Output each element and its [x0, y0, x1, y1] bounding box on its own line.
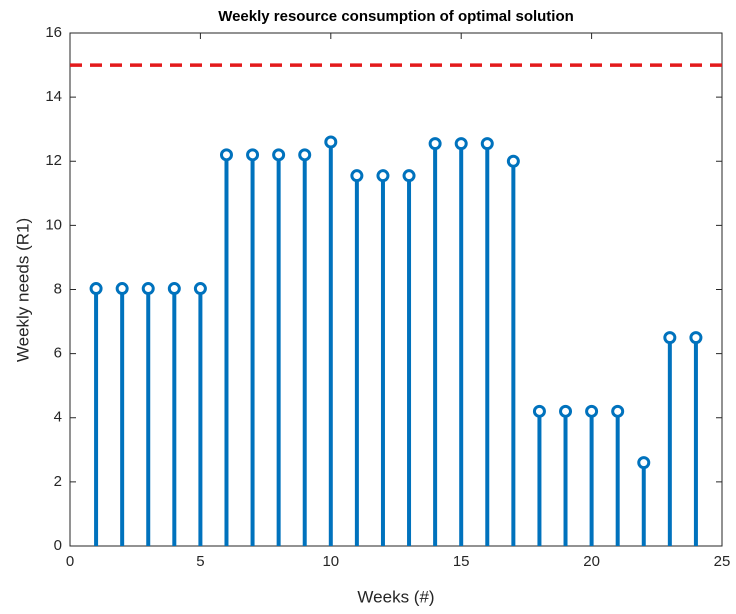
stem-marker — [141, 282, 155, 296]
stem-marker — [611, 404, 625, 418]
y-tick-label: 6 — [54, 345, 62, 362]
chart-title: Weekly resource consumption of optimal s… — [218, 8, 574, 25]
stem-marker — [506, 154, 520, 168]
stem-marker — [663, 331, 677, 345]
stem-marker — [559, 404, 573, 418]
stem-marker — [324, 135, 338, 149]
x-tick-label: 25 — [714, 553, 731, 570]
plot-area — [69, 32, 723, 547]
y-tick-label: 8 — [54, 280, 62, 297]
stem-marker — [376, 169, 390, 183]
y-tick-label: 14 — [45, 88, 62, 105]
y-tick-label: 16 — [45, 24, 62, 41]
stem-marker — [428, 137, 442, 151]
x-tick-label: 10 — [322, 553, 339, 570]
stem-marker — [637, 456, 651, 470]
stem-marker — [89, 282, 103, 296]
stem-marker — [350, 169, 364, 183]
stem-marker — [167, 282, 181, 296]
x-axis-label: Weeks (#) — [357, 587, 434, 606]
stem-marker — [585, 404, 599, 418]
stem-marker — [402, 169, 416, 183]
x-tick-label: 0 — [66, 553, 74, 570]
y-tick-label: 4 — [54, 409, 62, 426]
stem-marker — [298, 148, 312, 162]
x-tick-label: 20 — [583, 553, 600, 570]
stem-marker — [246, 148, 260, 162]
x-tick-label: 5 — [196, 553, 204, 570]
y-tick-label: 0 — [54, 537, 62, 554]
x-tick-label: 15 — [453, 553, 470, 570]
y-tick-label: 12 — [45, 152, 62, 169]
stem-marker — [219, 148, 233, 162]
stem-marker — [480, 137, 494, 151]
y-tick-label: 2 — [54, 473, 62, 490]
stem-marker — [272, 148, 286, 162]
stem-marker — [193, 282, 207, 296]
stem-marker — [689, 331, 703, 345]
stem-marker — [454, 137, 468, 151]
y-axis-label: Weekly needs (R1) — [13, 218, 32, 362]
stem-marker — [532, 404, 546, 418]
y-tick-label: 10 — [45, 216, 62, 233]
stem-marker — [115, 282, 129, 296]
